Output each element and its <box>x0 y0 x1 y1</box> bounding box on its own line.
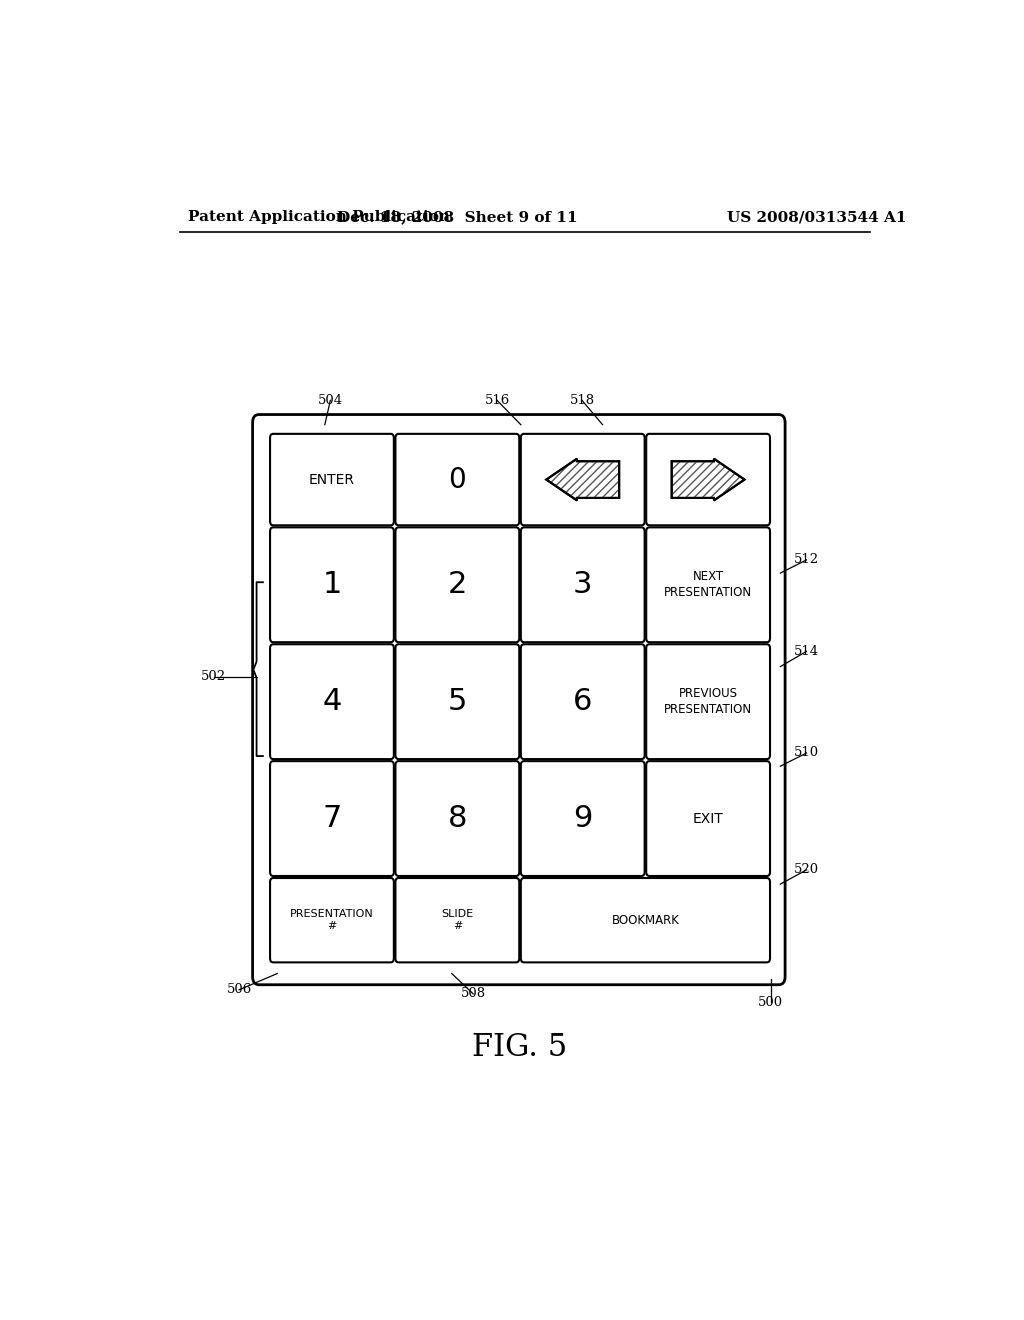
Text: 500: 500 <box>758 995 783 1008</box>
FancyBboxPatch shape <box>521 434 645 525</box>
FancyBboxPatch shape <box>270 528 394 643</box>
Polygon shape <box>672 459 744 500</box>
FancyBboxPatch shape <box>646 528 770 643</box>
Text: PREVIOUS
PRESENTATION: PREVIOUS PRESENTATION <box>664 688 753 717</box>
Text: 3: 3 <box>573 570 593 599</box>
Text: 8: 8 <box>447 804 467 833</box>
Text: 9: 9 <box>573 804 593 833</box>
Text: Patent Application Publication: Patent Application Publication <box>187 210 450 224</box>
FancyBboxPatch shape <box>253 414 785 985</box>
FancyBboxPatch shape <box>270 878 394 962</box>
Text: NEXT
PRESENTATION: NEXT PRESENTATION <box>664 570 753 599</box>
FancyBboxPatch shape <box>270 434 394 525</box>
FancyBboxPatch shape <box>395 528 519 643</box>
Text: ENTER: ENTER <box>309 473 355 487</box>
Text: SLIDE
#: SLIDE # <box>441 909 473 932</box>
Text: 6: 6 <box>573 688 593 717</box>
Text: PRESENTATION
#: PRESENTATION # <box>290 909 374 932</box>
Text: 520: 520 <box>794 863 819 876</box>
Text: FIG. 5: FIG. 5 <box>472 1032 567 1063</box>
FancyBboxPatch shape <box>270 762 394 876</box>
FancyBboxPatch shape <box>395 878 519 962</box>
FancyBboxPatch shape <box>395 434 519 525</box>
Text: EXIT: EXIT <box>693 812 724 825</box>
FancyBboxPatch shape <box>395 762 519 876</box>
Text: 518: 518 <box>569 393 595 407</box>
Text: 0: 0 <box>449 466 466 494</box>
Text: 508: 508 <box>461 987 485 1001</box>
Text: 512: 512 <box>794 553 819 566</box>
Text: 5: 5 <box>447 688 467 717</box>
Text: US 2008/0313544 A1: US 2008/0313544 A1 <box>727 210 906 224</box>
FancyBboxPatch shape <box>646 644 770 759</box>
FancyBboxPatch shape <box>521 644 645 759</box>
FancyBboxPatch shape <box>521 762 645 876</box>
Text: 4: 4 <box>323 688 342 717</box>
Text: 514: 514 <box>794 645 819 657</box>
FancyBboxPatch shape <box>646 762 770 876</box>
Text: 2: 2 <box>447 570 467 599</box>
FancyBboxPatch shape <box>646 434 770 525</box>
Text: BOOKMARK: BOOKMARK <box>611 913 679 927</box>
FancyBboxPatch shape <box>521 878 770 962</box>
Text: 510: 510 <box>794 747 819 759</box>
Text: 504: 504 <box>317 393 343 407</box>
FancyBboxPatch shape <box>521 528 645 643</box>
Text: 516: 516 <box>484 393 510 407</box>
Text: 502: 502 <box>201 671 226 684</box>
FancyBboxPatch shape <box>270 644 394 759</box>
Text: 1: 1 <box>323 570 342 599</box>
Text: Dec. 18, 2008  Sheet 9 of 11: Dec. 18, 2008 Sheet 9 of 11 <box>337 210 578 224</box>
Text: 506: 506 <box>226 983 252 997</box>
Text: 7: 7 <box>323 804 342 833</box>
FancyBboxPatch shape <box>395 644 519 759</box>
Polygon shape <box>547 459 620 500</box>
